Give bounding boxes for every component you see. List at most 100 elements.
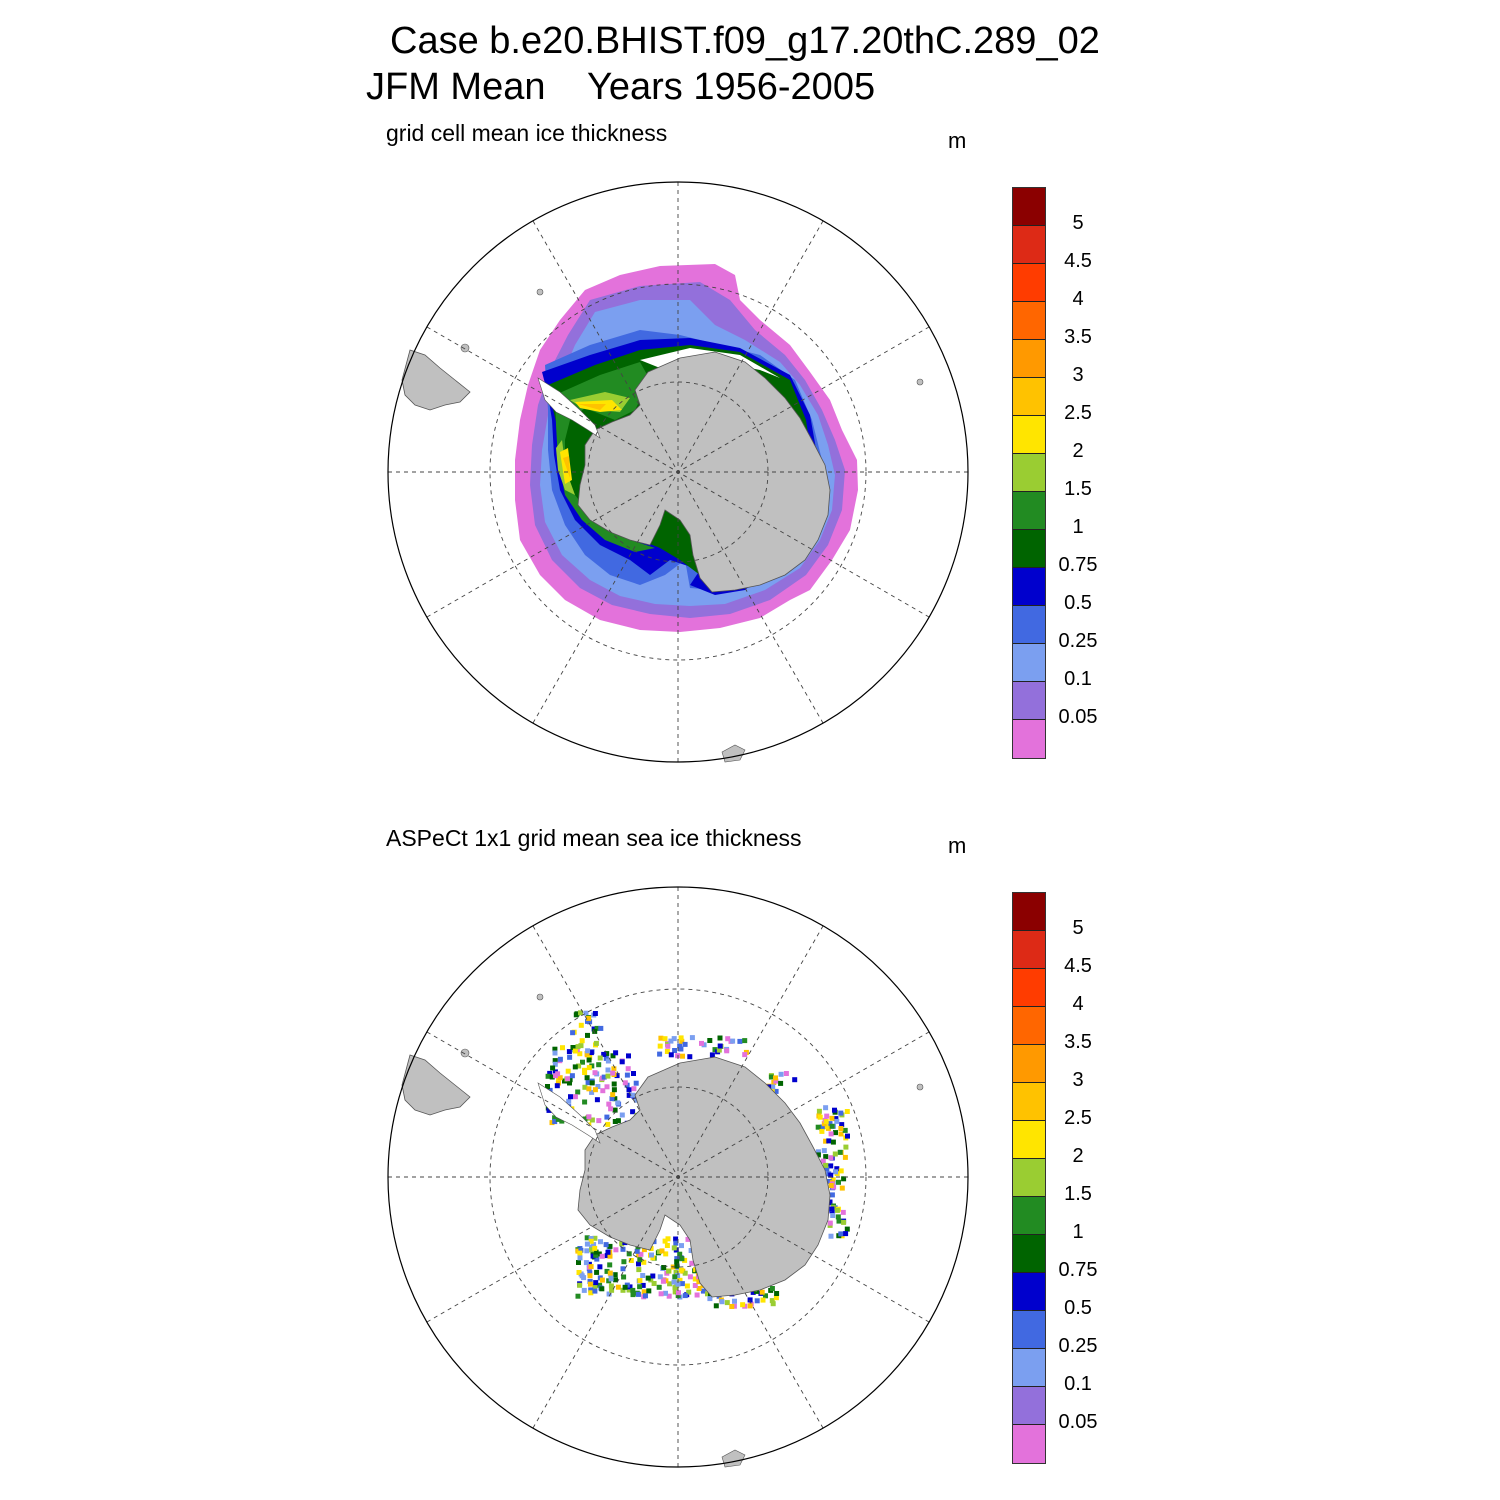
observation-cell — [582, 1116, 588, 1122]
observation-cell — [615, 1284, 621, 1290]
observation-cell — [823, 1154, 829, 1160]
observation-cell — [677, 1251, 683, 1257]
observation-cell — [611, 1081, 617, 1087]
observation-cell — [840, 1209, 846, 1215]
colorbar-swatch — [1013, 1349, 1045, 1387]
colorbar-tick-label: 3.5 — [1064, 1031, 1092, 1053]
observation-cell — [590, 1250, 596, 1256]
observation-cell — [817, 1114, 823, 1120]
observation-cell — [680, 1053, 685, 1059]
observation-cell — [600, 1088, 606, 1094]
observation-cell — [609, 1096, 615, 1102]
observation-cell — [603, 1242, 609, 1248]
observation-cell — [626, 1053, 631, 1059]
observation-cell — [824, 1166, 830, 1172]
panel1-polar-map — [387, 181, 969, 763]
observation-cell — [737, 1038, 743, 1044]
observation-cell — [675, 1281, 681, 1287]
observation-cell — [613, 1050, 619, 1056]
observation-cell — [841, 1219, 847, 1225]
observation-cell — [565, 1068, 571, 1074]
colorbar-swatch — [1013, 1121, 1045, 1159]
observation-cell — [634, 1248, 640, 1254]
observation-cell — [567, 1054, 573, 1060]
colorbar-tick-label: 2 — [1072, 1145, 1084, 1167]
observation-cell — [823, 1119, 829, 1124]
observation-cell — [682, 1041, 688, 1047]
observation-cell — [659, 1248, 665, 1254]
observation-cell — [589, 1080, 595, 1086]
observation-cell — [582, 1084, 588, 1090]
observation-cell — [588, 1287, 594, 1293]
observation-cell — [686, 1289, 692, 1295]
island — [536, 288, 544, 296]
observation-cell — [586, 1086, 592, 1092]
observation-cell — [545, 1073, 551, 1079]
observation-cell — [594, 1269, 600, 1275]
observation-cell — [672, 1274, 678, 1280]
colorbar-tick-label: 1.5 — [1064, 1183, 1092, 1205]
observation-cell — [773, 1295, 779, 1301]
observation-cell — [678, 1267, 684, 1273]
observation-cell — [774, 1291, 780, 1296]
observation-cell — [593, 1252, 599, 1258]
observation-cell — [610, 1053, 616, 1059]
observation-cell — [621, 1274, 627, 1280]
observation-cell — [584, 1051, 590, 1056]
observation-cell — [619, 1112, 625, 1118]
observation-cell — [577, 1255, 583, 1261]
observation-cell — [827, 1220, 833, 1226]
observation-cell — [700, 1288, 706, 1294]
observation-cell — [578, 1010, 583, 1016]
observation-cell — [568, 1094, 573, 1100]
observation-cell — [596, 1118, 602, 1124]
observation-cell — [834, 1207, 840, 1213]
observation-cell — [609, 1287, 615, 1293]
colorbar-tick-label: 0.25 — [1058, 630, 1098, 652]
map-boundary — [387, 181, 969, 763]
colorbar-swatch — [1013, 264, 1045, 302]
observation-cell — [599, 1277, 605, 1283]
colorbar-tick-label: 1.5 — [1064, 478, 1092, 500]
observation-cell — [554, 1083, 560, 1089]
panel1-colorbar — [1012, 187, 1046, 759]
observation-cell — [549, 1074, 555, 1080]
observation-cell — [631, 1086, 637, 1092]
observation-cell — [685, 1236, 691, 1242]
island — [536, 993, 544, 1001]
observation-cell — [828, 1183, 834, 1188]
observation-cell — [747, 1297, 753, 1303]
observation-cell — [662, 1036, 668, 1042]
observation-cell — [830, 1213, 836, 1218]
observation-cell — [666, 1293, 672, 1299]
observation-cell — [838, 1110, 844, 1116]
observation-cell — [628, 1258, 634, 1263]
observation-cell — [673, 1236, 679, 1242]
observation-cell — [815, 1149, 821, 1155]
observation-cell — [552, 1115, 558, 1121]
observation-cell — [828, 1131, 834, 1137]
colorbar-swatch — [1013, 1083, 1045, 1121]
observation-cell — [615, 1118, 621, 1124]
observation-cell — [557, 1056, 563, 1062]
observation-cell — [605, 1249, 611, 1255]
observation-cell — [663, 1290, 668, 1296]
observation-cell — [828, 1233, 834, 1239]
observation-cell — [742, 1038, 748, 1044]
observation-cell — [612, 1107, 618, 1113]
observation-cell — [664, 1049, 670, 1054]
observation-cell — [585, 1048, 591, 1054]
observation-cell — [566, 1049, 572, 1055]
observation-cell — [603, 1055, 609, 1061]
observation-cell — [658, 1035, 664, 1041]
observation-cell — [607, 1243, 613, 1249]
colorbar-swatch — [1013, 530, 1045, 568]
observation-cell — [612, 1096, 618, 1102]
observation-cell — [636, 1267, 642, 1273]
colorbar-swatch — [1013, 682, 1045, 720]
observation-cell — [760, 1297, 766, 1303]
observation-cell — [717, 1035, 723, 1041]
observation-cell — [750, 1289, 756, 1295]
colorbar-swatch — [1013, 416, 1045, 454]
observation-cell — [837, 1149, 843, 1155]
